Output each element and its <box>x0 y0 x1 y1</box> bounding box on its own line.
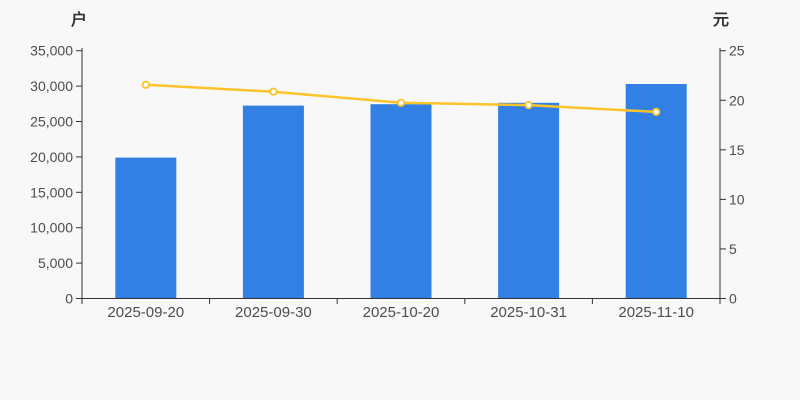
line-point-2025-10-31[interactable] <box>524 101 533 110</box>
x-axis-label: 2025-09-30 <box>235 304 312 321</box>
bar-2025-09-20[interactable] <box>115 157 177 299</box>
left-axis-unit-label: 户 <box>71 12 88 29</box>
right-axis-tick-label: 25 <box>729 43 745 59</box>
right-axis-unit-label: 元 <box>713 12 730 29</box>
bar-2025-10-31[interactable] <box>498 102 560 299</box>
right-axis-tick-label: 15 <box>729 142 745 158</box>
left-axis-tick-label: 20,000 <box>30 149 73 165</box>
bar-2025-09-30[interactable] <box>242 105 304 299</box>
left-axis-tick-label: 0 <box>65 291 73 307</box>
right-axis-tick-label: 5 <box>729 241 737 257</box>
right-axis-tick-label: 20 <box>729 92 745 108</box>
x-axis-label: 2025-10-20 <box>363 304 440 321</box>
right-axis-tick-label: 0 <box>729 291 737 307</box>
bar-2025-10-20[interactable] <box>370 104 432 299</box>
x-axis-label: 2025-09-20 <box>107 304 184 321</box>
x-axis-label: 2025-11-10 <box>618 304 694 321</box>
x-axis-label: 2025-10-31 <box>490 304 567 321</box>
line-point-2025-09-20[interactable] <box>141 80 150 89</box>
left-axis-tick-label: 30,000 <box>30 78 73 94</box>
left-axis-tick-label: 15,000 <box>30 184 73 200</box>
line-point-2025-09-30[interactable] <box>269 87 278 96</box>
left-axis-tick-label: 5,000 <box>38 255 73 271</box>
right-axis-tick-label: 10 <box>729 191 745 207</box>
line-point-2025-10-20[interactable] <box>396 98 406 107</box>
line-point-2025-11-10[interactable] <box>652 107 661 117</box>
left-axis-tick-label: 25,000 <box>30 114 73 130</box>
left-axis-tick-label: 10,000 <box>30 220 73 236</box>
left-axis-tick-label: 35,000 <box>30 43 73 59</box>
bar-2025-11-10[interactable] <box>625 84 687 299</box>
